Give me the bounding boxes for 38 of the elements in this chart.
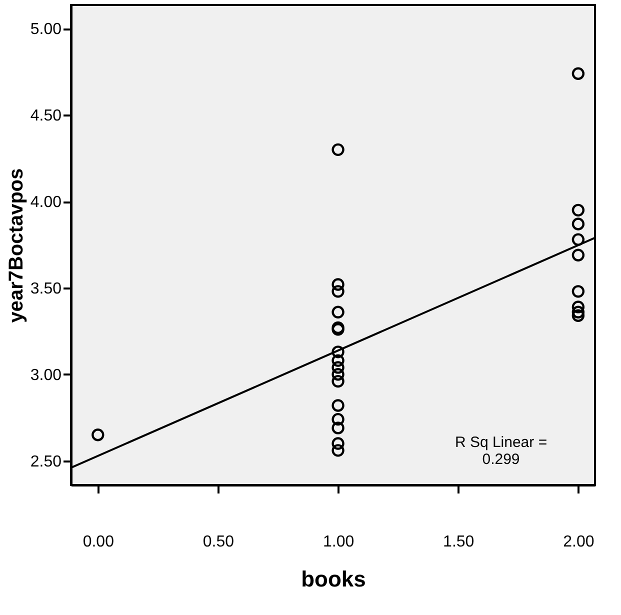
point (332, 361, 344, 374)
y-axis-title: year7Boctavpos (5, 168, 28, 323)
point (332, 346, 344, 358)
point (572, 233, 585, 246)
point (332, 399, 344, 412)
point (572, 218, 585, 230)
point (332, 412, 344, 426)
x-axis-title: books (301, 566, 366, 592)
y-tick-label: 4.00 (30, 194, 62, 212)
y-tick-label: 3.00 (30, 366, 62, 384)
point (572, 204, 585, 217)
y-tick-label: 5.00 (30, 21, 62, 38)
point (572, 306, 585, 318)
point (572, 300, 585, 314)
point (572, 67, 585, 80)
x-tick-label: 2.00 (563, 534, 594, 550)
x-tick-label: 1.00 (322, 534, 354, 550)
x-tick-label: 0.50 (202, 534, 234, 550)
point (332, 306, 344, 318)
y-tick-label: 2.50 (30, 453, 62, 470)
point (332, 422, 344, 434)
point (332, 444, 344, 457)
point (332, 354, 344, 367)
x-tick-label: 0.00 (82, 534, 114, 550)
point (572, 309, 585, 322)
point (332, 368, 344, 381)
point (332, 374, 344, 388)
point (572, 248, 585, 262)
x-tick-label: 1.50 (443, 534, 474, 550)
point (332, 143, 344, 156)
y-tick-label: 3.50 (30, 280, 62, 298)
point (332, 285, 344, 298)
point (332, 278, 344, 291)
point (572, 285, 585, 298)
point (92, 428, 104, 442)
point (332, 437, 344, 450)
annotation: R Sq Linear = 0.299 (454, 434, 548, 468)
y-tick-label: 4.50 (30, 108, 62, 125)
